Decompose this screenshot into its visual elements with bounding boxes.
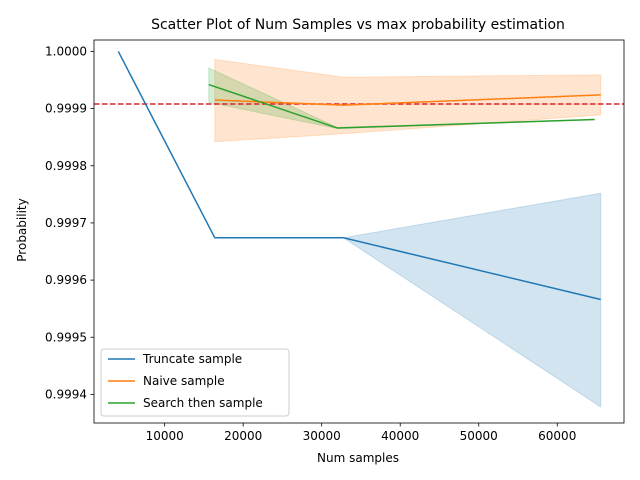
legend-entry-0: Truncate sample xyxy=(142,352,242,366)
legend-box xyxy=(100,348,290,417)
confidence-bands xyxy=(117,51,602,408)
band-1 xyxy=(214,58,602,143)
x-tick-label: 10000 xyxy=(146,429,184,443)
y-axis: 0.9994 0.9995 0.9996 0.9997 0.9998 0.9999 1.00… xyxy=(45,44,94,401)
y-tick-label: 0.9996 xyxy=(45,273,87,287)
series-line-2 xyxy=(208,83,595,129)
legend-entry-2: Search then sample xyxy=(143,396,263,410)
chart-title: Scatter Plot of Num Samples vs max proba… xyxy=(151,17,565,33)
y-tick-label: 0.9998 xyxy=(45,159,87,173)
x-axis: 10000 20000 30000 40000 50000 60000 xyxy=(146,423,576,443)
y-tick-label: 0.9999 xyxy=(45,102,87,116)
series-lines xyxy=(117,51,601,301)
y-tick-label: 0.9994 xyxy=(45,387,87,401)
legend-entry-1: Naive sample xyxy=(143,374,225,388)
x-tick-label: 30000 xyxy=(303,429,341,443)
x-tick-label: 40000 xyxy=(381,429,419,443)
y-axis-label: Probability xyxy=(15,198,29,261)
y-tick-label: 0.9995 xyxy=(45,330,87,344)
x-tick-label: 20000 xyxy=(224,429,262,443)
plot-area xyxy=(93,39,625,424)
x-axis-label: Num samples xyxy=(317,451,399,465)
series-line-0 xyxy=(117,51,601,301)
x-tick-label: 60000 xyxy=(538,429,576,443)
y-tick-label: 1.0000 xyxy=(45,44,87,58)
y-tick-label: 0.9997 xyxy=(45,216,87,230)
x-tick-label: 50000 xyxy=(460,429,498,443)
legend: Truncate sample Naive sample Search then s… xyxy=(100,348,290,417)
